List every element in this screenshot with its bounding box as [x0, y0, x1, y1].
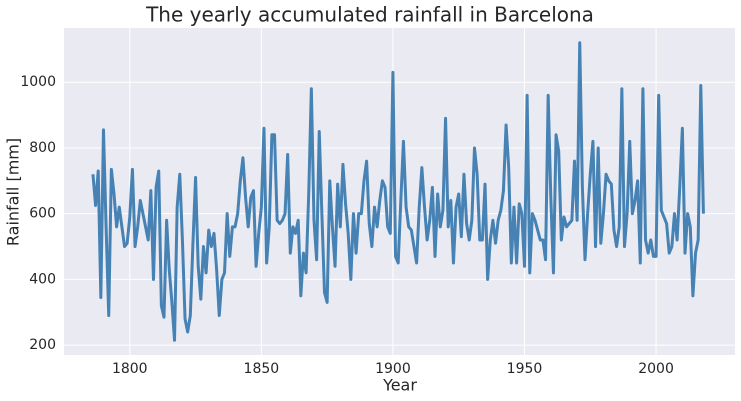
- marks: [91, 41, 705, 342]
- y-axis-label: Rainfall [mm]: [4, 138, 23, 246]
- x-tick-label: 1900: [375, 361, 411, 377]
- y-tick-label: 400: [29, 271, 56, 287]
- y-tick-label: 1000: [20, 74, 56, 90]
- data-line: [91, 41, 705, 342]
- chart-title: The yearly accumulated rainfall in Barce…: [145, 3, 594, 27]
- y-tick-label: 800: [29, 140, 56, 156]
- y-tick-label: 200: [29, 337, 56, 353]
- y-tick-label: 600: [29, 206, 56, 222]
- x-tick-label: 1800: [112, 361, 148, 377]
- x-axis-label: Year: [382, 376, 417, 395]
- x-tick-label: 2000: [638, 361, 674, 377]
- x-tick-label: 1850: [244, 361, 280, 377]
- x-tick-label: 1950: [507, 361, 543, 377]
